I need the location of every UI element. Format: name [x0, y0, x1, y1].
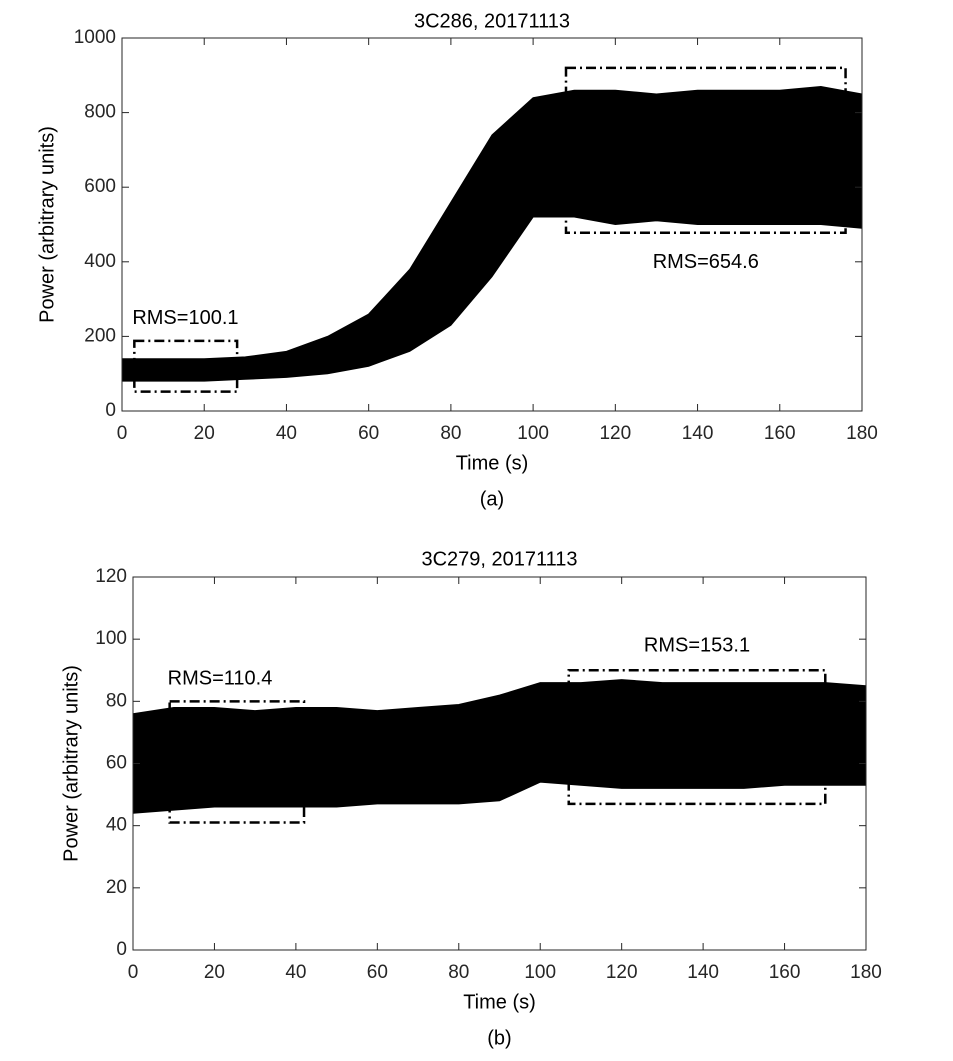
x-tick-label: 180 — [850, 962, 882, 983]
signal-band — [133, 679, 866, 814]
y-tick-label: 40 — [106, 815, 127, 836]
signal-envelope — [132, 679, 867, 715]
caption: (b) — [487, 1027, 511, 1049]
axes-box — [121, 37, 863, 412]
signal-envelope — [122, 216, 863, 382]
y-axis-label: Power (arbitrary units) — [36, 126, 58, 323]
x-tick-label: 0 — [128, 962, 139, 983]
x-tick-label: 40 — [285, 962, 306, 983]
x-tick-label: 20 — [194, 423, 215, 444]
x-tick-label: 120 — [599, 423, 631, 444]
y-tick-label: 20 — [106, 877, 127, 898]
x-tick-label: 20 — [204, 962, 225, 983]
y-tick-label: 800 — [84, 102, 116, 123]
x-tick-label: 80 — [448, 962, 469, 983]
plot: 0 20 40 60 80 100 120 140 160 180 0 20 40 60 80 100 120 R… — [60, 548, 882, 1049]
rms-label: RMS=110.4 — [168, 668, 273, 690]
x-tick-label: 100 — [524, 962, 556, 983]
x-tick-label: 120 — [606, 962, 638, 983]
rms-region — [133, 339, 239, 393]
x-tick-label: 40 — [276, 423, 297, 444]
rms-region — [564, 66, 847, 234]
y-tick-label: 0 — [105, 400, 116, 421]
signal-envelope — [132, 781, 866, 814]
y-tick-label: 400 — [84, 251, 116, 272]
x-tick-label: 60 — [358, 423, 379, 444]
y-tick-label: 100 — [95, 628, 127, 649]
signal-envelope — [122, 85, 863, 360]
rms-label: RMS=100.1 — [132, 307, 238, 329]
chart-title: 3C286, 20171113 — [414, 10, 570, 32]
x-tick-label: 180 — [846, 423, 878, 444]
plot: 0 20 40 60 80 100 120 140 160 180 0 200 400 600 800 100… — [36, 10, 878, 510]
signal-band — [122, 86, 862, 382]
x-tick-label: 60 — [367, 962, 388, 983]
y-tick-label: 0 — [116, 939, 127, 960]
y-tick-label: 60 — [106, 753, 127, 774]
x-tick-label: 160 — [764, 423, 796, 444]
y-tick-label: 200 — [84, 325, 116, 346]
x-tick-label: 80 — [440, 423, 461, 444]
x-tick-label: 100 — [517, 423, 549, 444]
y-tick-label: 1000 — [74, 27, 116, 48]
y-tick-label: 120 — [95, 566, 127, 587]
rms-label: RMS=153.1 — [644, 635, 750, 657]
x-tick-label: 140 — [687, 962, 719, 983]
chart-title: 3C279, 20171113 — [421, 548, 577, 570]
x-axis-label: Time (s) — [463, 991, 536, 1013]
caption: (a) — [480, 488, 504, 510]
rms-region — [168, 700, 306, 824]
y-tick-label: 80 — [106, 690, 127, 711]
x-tick-label: 160 — [769, 962, 801, 983]
x-axis-label: Time (s) — [456, 452, 529, 474]
x-tick-label: 140 — [682, 423, 714, 444]
y-axis-label: Power (arbitrary units) — [60, 665, 82, 862]
y-tick-label: 600 — [84, 176, 116, 197]
rms-label: RMS=654.6 — [653, 251, 759, 273]
rms-region — [567, 669, 827, 806]
x-tick-label: 0 — [117, 423, 128, 444]
